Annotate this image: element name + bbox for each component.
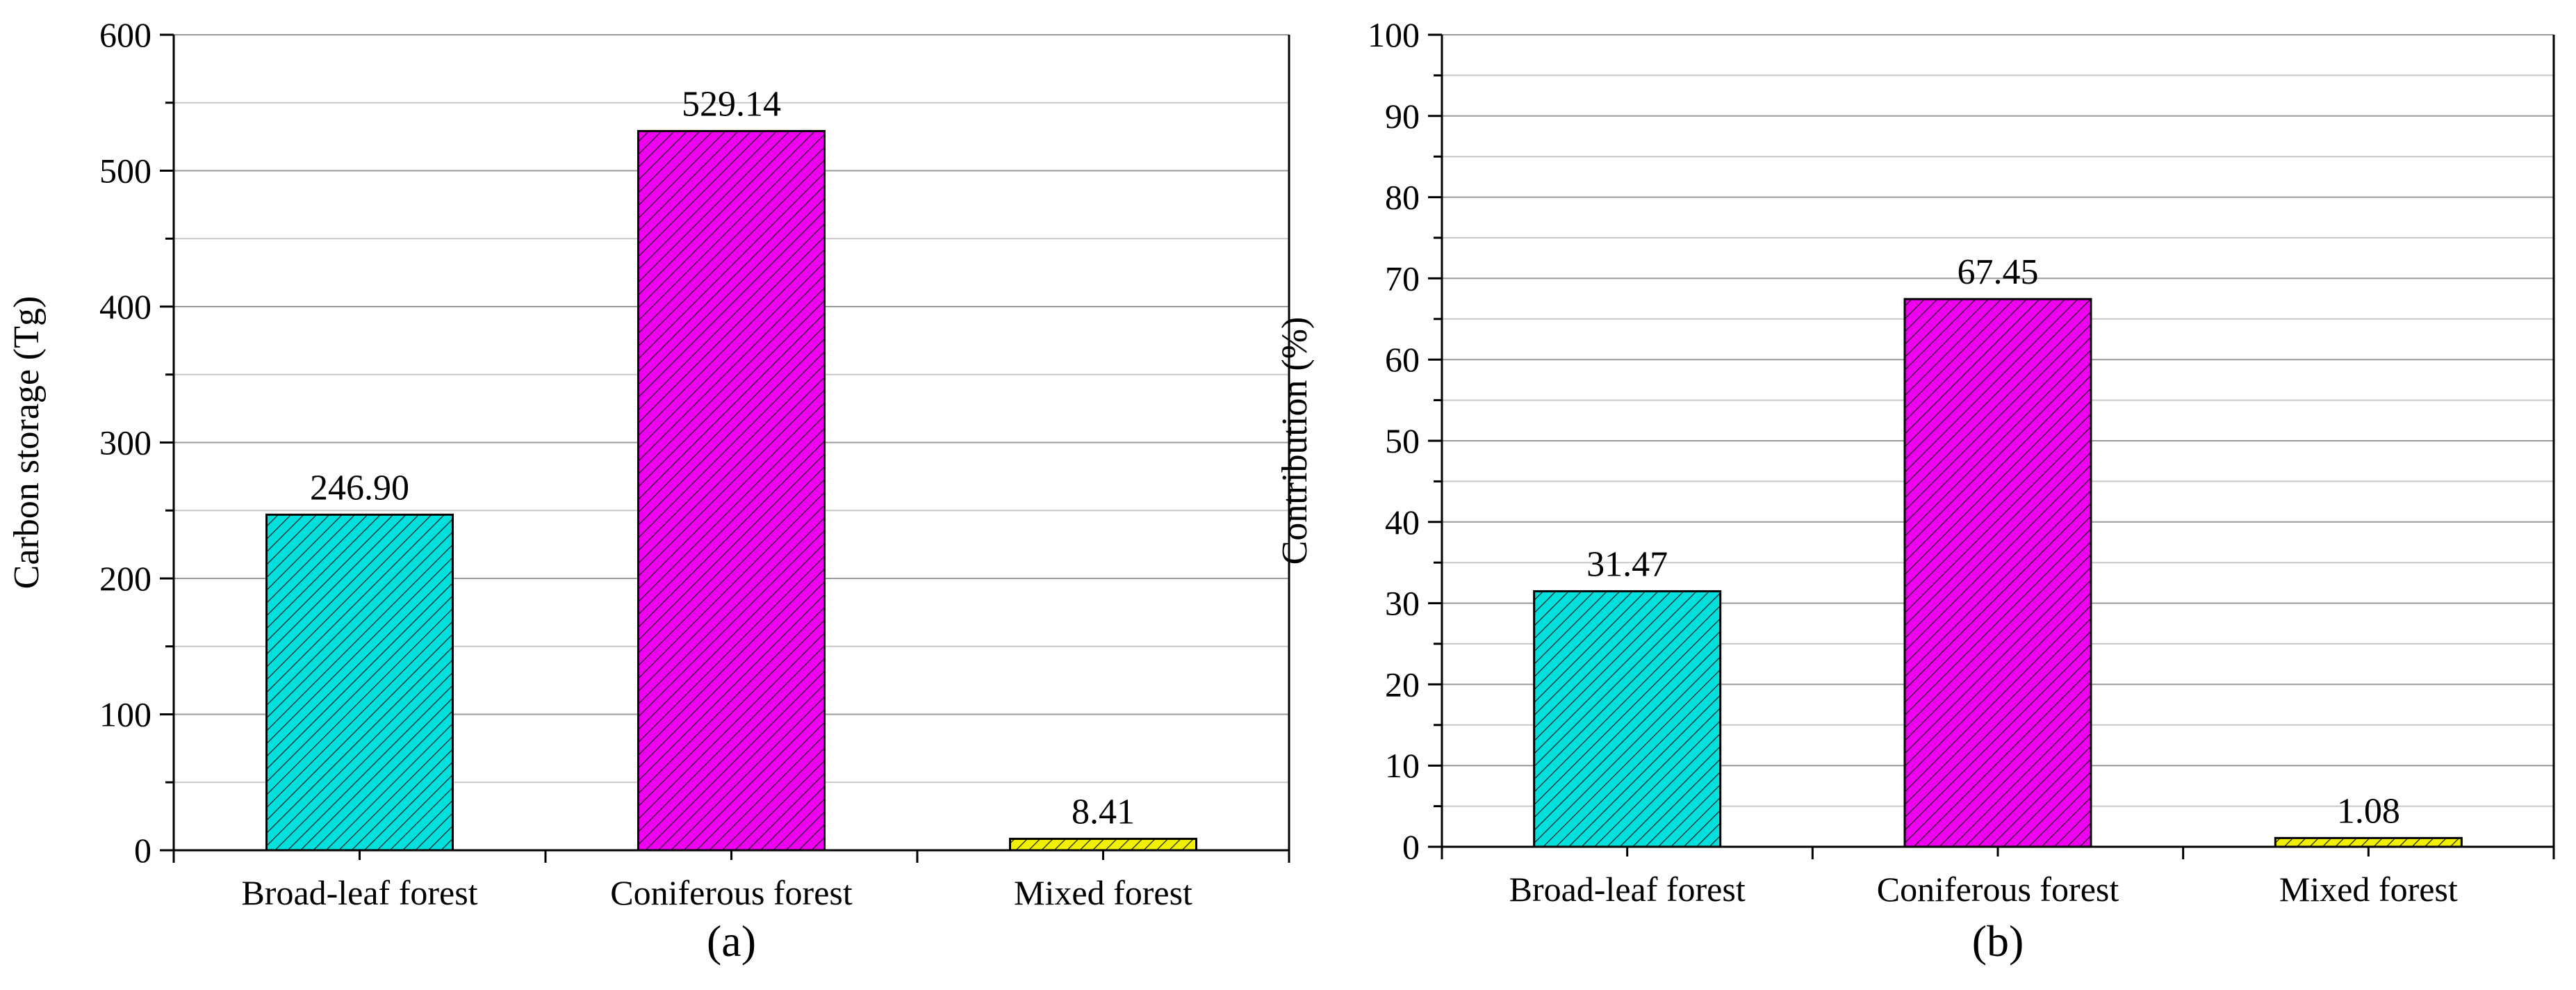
x-tick-label: Coniferous forest (610, 873, 853, 912)
chart-panel-b: 31.47 67.45 1.08 Broad-leaf forest Coniferou… (1275, 15, 2555, 966)
y-tick-label: 0 (1402, 827, 1420, 866)
x-tick-label: Broad-leaf forest (1509, 870, 1746, 909)
x-tick-label: Coniferous forest (1877, 870, 2119, 909)
bar-coniferous-forest (1903, 298, 2092, 848)
y-tick-label: 300 (99, 423, 151, 462)
x-tick-label: Mixed forest (1014, 873, 1192, 912)
x-tick-label: Mixed forest (2279, 870, 2458, 909)
data-label: 8.41 (1072, 793, 1135, 832)
chart-panel-a: 246.90 529.14 8.41 Broad-leaf forest Conifer… (7, 15, 1290, 966)
y-tick-label: 60 (1385, 340, 1420, 379)
y-axis-title: Carbon storage (Tg) (7, 296, 47, 590)
y-tick-label: 500 (99, 152, 151, 190)
panel-label: (b) (1972, 916, 2024, 966)
y-tick-label: 600 (99, 15, 151, 54)
y-tick-label: 100 (1368, 15, 1420, 54)
data-label: 1.08 (2337, 791, 2400, 831)
y-tick-label: 40 (1385, 503, 1420, 542)
y-tick-label: 200 (99, 559, 151, 598)
bar-series: 31.47 67.45 1.08 (1533, 252, 2463, 848)
y-tick-label: 400 (99, 287, 151, 326)
y-tick-label: 100 (99, 695, 151, 734)
data-label: 246.90 (310, 468, 409, 508)
data-label: 529.14 (682, 85, 781, 124)
gridlines (1442, 34, 2554, 807)
y-axis-title: Contribution (%) (1275, 317, 1315, 565)
bar-series: 246.90 529.14 8.41 (265, 85, 1197, 852)
bar-broad-leaf-forest (1533, 590, 1722, 848)
panel-label: (a) (707, 916, 756, 966)
bar-mixed-forest (2274, 836, 2463, 848)
y-tick-label: 10 (1385, 746, 1420, 785)
data-label: 31.47 (1586, 544, 1668, 584)
y-tick-label: 20 (1385, 665, 1420, 704)
bar-coniferous-forest (637, 130, 826, 852)
y-tick-label: 30 (1385, 584, 1420, 623)
y-tick-label: 80 (1385, 178, 1420, 217)
bar-mixed-forest (1009, 838, 1197, 852)
y-tick-label: 90 (1385, 97, 1420, 136)
data-label: 67.45 (1958, 252, 2039, 292)
x-tick-label: Broad-leaf forest (241, 873, 477, 912)
y-tick-label: 50 (1385, 421, 1420, 460)
y-tick-label: 70 (1385, 259, 1420, 298)
bar-broad-leaf-forest (265, 513, 454, 852)
y-tick-label: 0 (134, 831, 151, 870)
